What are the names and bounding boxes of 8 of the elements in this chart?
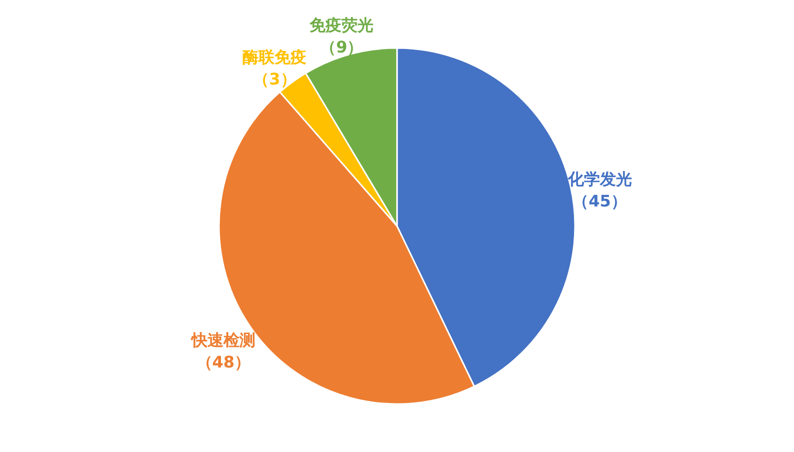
data-label: （9） xyxy=(320,37,364,56)
data-label: （48） xyxy=(196,352,251,372)
slice-label: 快速检测 xyxy=(190,330,256,350)
slice-label: 酶联免疫 xyxy=(242,48,307,67)
slice-label: 化学发光 xyxy=(566,170,632,189)
data-label: （3） xyxy=(253,70,296,89)
slice-label: 免疫荧光 xyxy=(308,15,374,34)
data-label: （45） xyxy=(572,192,627,211)
